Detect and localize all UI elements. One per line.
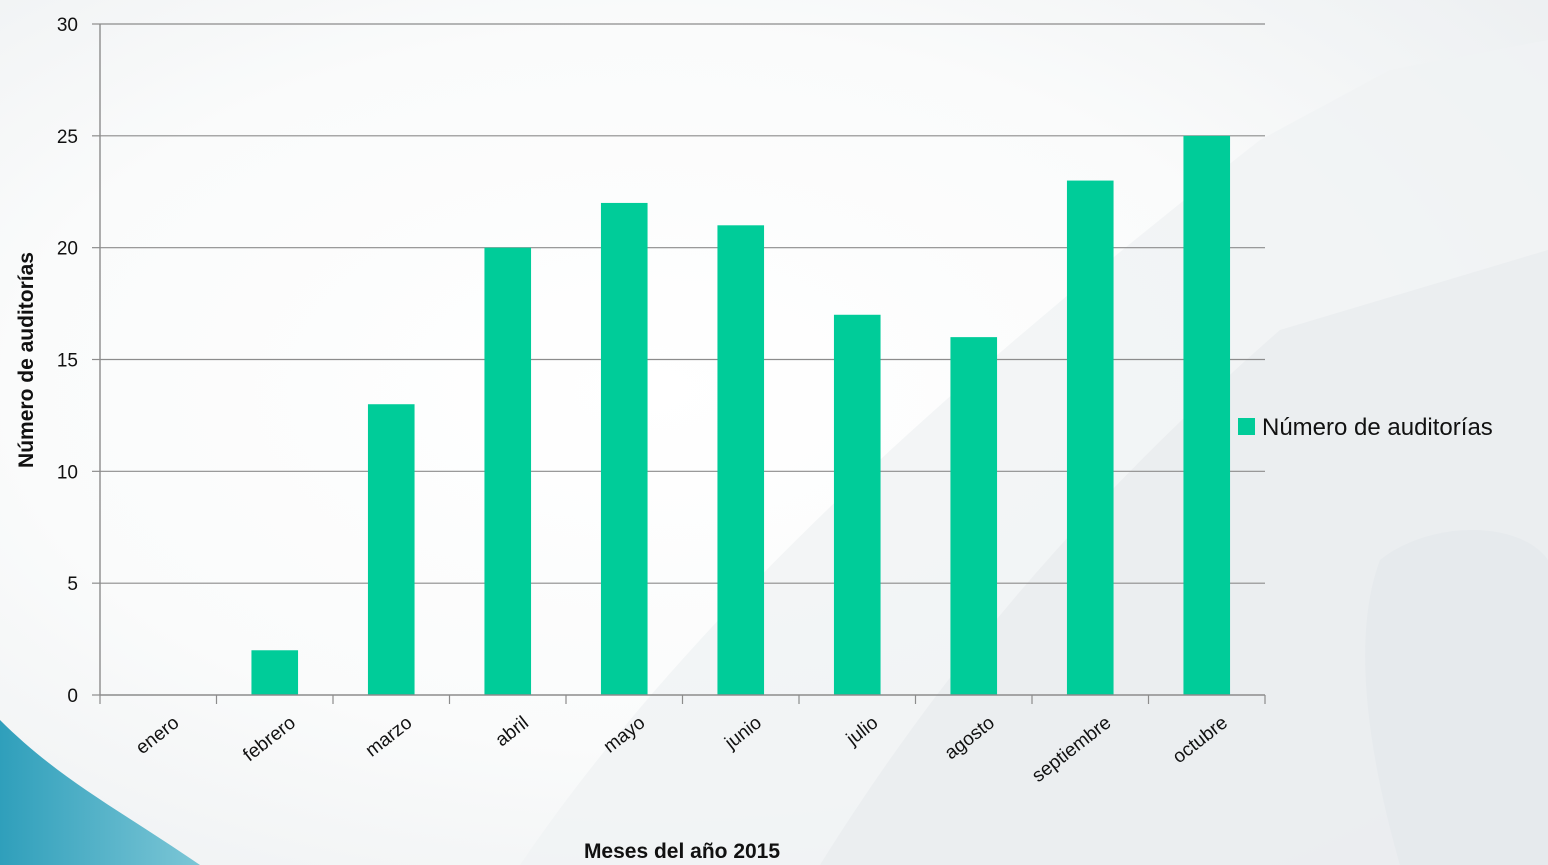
bar-agosto [950,337,998,695]
bar-octubre [1183,135,1231,696]
y-tick-label: 30 [57,15,78,36]
legend-label: Número de auditorías [1262,414,1493,441]
bar-abril [484,247,532,695]
legend: Número de auditorías [1238,414,1493,441]
bar-mayo [600,202,648,695]
y-tick-label: 15 [57,351,78,372]
bar-marzo [367,404,415,695]
bar-septiembre [1066,180,1114,696]
axes [92,23,1266,704]
accent-swoosh [0,720,200,865]
y-tick-label: 20 [57,239,78,260]
bars [251,135,1231,696]
y-tick-label: 25 [57,127,78,148]
y-tick-label: 10 [57,462,78,483]
x-axis-title: Meses del año 2015 [584,840,780,863]
y-axis-title: Número de auditorías [15,252,38,468]
bar-febrero [251,650,299,695]
legend-swatch [1238,418,1255,435]
y-tick-label: 0 [67,686,78,707]
y-tick-label: 5 [67,574,78,595]
bar-julio [833,314,881,695]
bar-junio [717,225,765,696]
